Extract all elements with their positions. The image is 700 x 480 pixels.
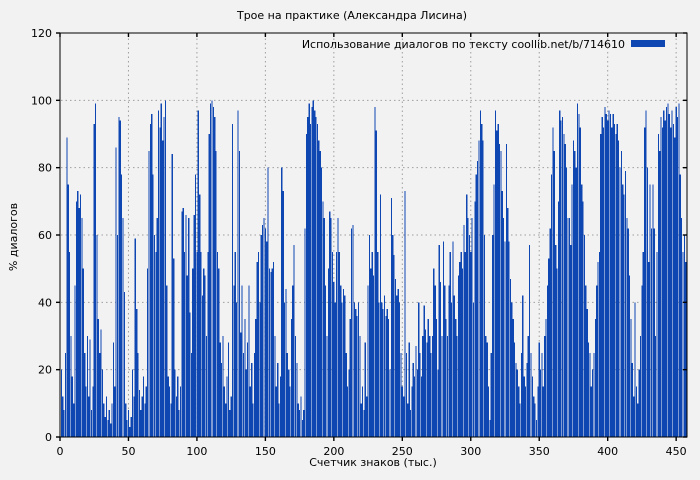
y-tick-label: 0	[45, 431, 52, 444]
x-tick-label: 300	[460, 445, 481, 458]
y-tick-label: 20	[38, 364, 52, 377]
x-tick-label: 50	[121, 445, 135, 458]
x-tick-label: 250	[392, 445, 413, 458]
x-tick-label: 100	[186, 445, 207, 458]
legend-swatch	[631, 40, 665, 47]
x-tick-label: 150	[255, 445, 276, 458]
y-tick-label: 40	[38, 296, 52, 309]
x-tick-label: 0	[57, 445, 64, 458]
x-axis-title: Счетчик знаков (тыс.)	[309, 456, 437, 469]
plot-border	[59, 32, 688, 438]
x-tick-label: 450	[666, 445, 687, 458]
legend-label: Использование диалогов по тексту coollib…	[302, 38, 625, 51]
y-tick-label: 80	[38, 162, 52, 175]
x-tick-label: 200	[323, 445, 344, 458]
tick-labels: 0 50 100 150 200 250 300 350 400 450 0 20 40 60 80 100 1…	[31, 27, 687, 458]
y-tick-label: 120	[31, 27, 52, 40]
y-tick-label: 60	[38, 229, 52, 242]
y-tick-label: 100	[31, 94, 52, 107]
data-series-bars	[59, 100, 687, 438]
chart-title: Трое на практике (Александра Лисина)	[236, 9, 467, 22]
x-tick-label: 350	[529, 445, 550, 458]
x-tick-label: 400	[597, 445, 618, 458]
y-axis-title: % диалогов	[7, 203, 20, 271]
